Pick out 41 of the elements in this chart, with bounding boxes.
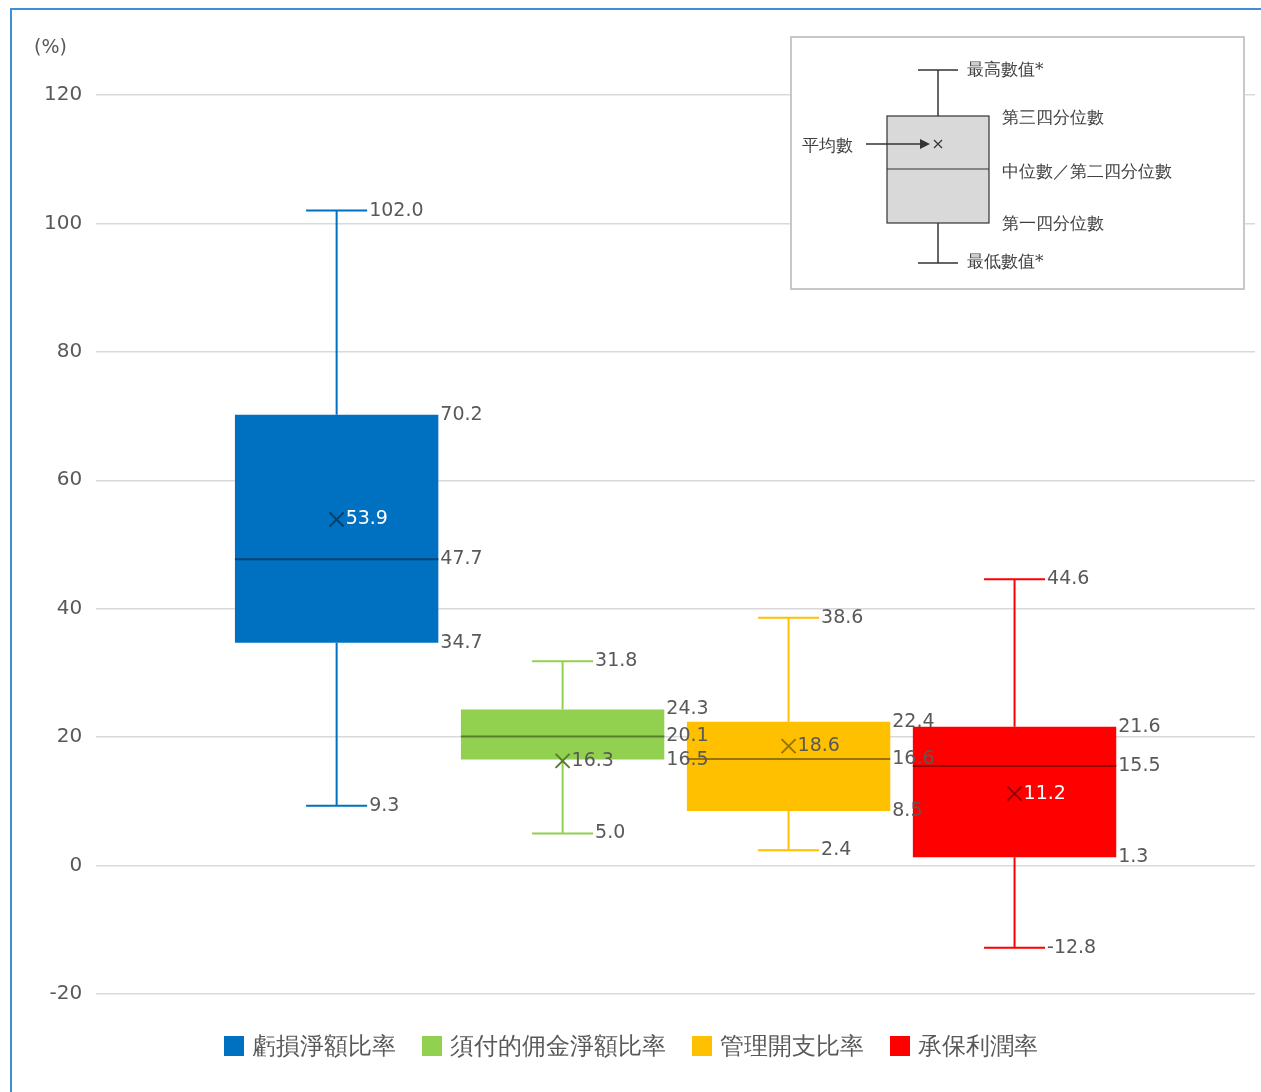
- annotation: 11.2: [1023, 780, 1066, 803]
- annotation: 15.5: [1118, 752, 1161, 775]
- annotation: 最低數值*: [967, 250, 1044, 273]
- y-tick-label: 80: [56, 338, 83, 363]
- annotation: 53.9: [345, 506, 388, 529]
- annotation: 70.2: [440, 401, 483, 424]
- annotation: 21.6: [1118, 713, 1161, 736]
- legend-label: 虧損淨額比率: [251, 1031, 396, 1062]
- annotation: 22.4: [892, 708, 935, 731]
- annotation: 1.3: [1118, 844, 1149, 867]
- annotation: 44.6: [1047, 566, 1090, 589]
- y-tick-label: 60: [56, 466, 83, 491]
- annotation: 中位數／第二四分位數: [1002, 160, 1172, 183]
- annotation: 第一四分位數: [1002, 212, 1104, 235]
- annotation: 16.3: [571, 747, 614, 770]
- annotation: 34.7: [440, 629, 483, 652]
- annotation: 20.1: [666, 723, 709, 746]
- text: 最高數值*: [967, 59, 1044, 79]
- annotation: 24.3: [666, 696, 709, 719]
- annotation: 9.3: [369, 792, 400, 815]
- y-tick-label: 20: [56, 723, 83, 748]
- y-tick-label: -20: [49, 980, 83, 1005]
- annotation: 31.8: [595, 648, 638, 671]
- annotation: 18.6: [797, 733, 840, 756]
- annotation: 5.0: [595, 820, 626, 843]
- y-tick-label: 0: [69, 851, 83, 876]
- y-tick-label: 100: [43, 209, 83, 234]
- annotation: 第三四分位數: [1002, 106, 1104, 129]
- annotation: -12.8: [1047, 934, 1097, 957]
- y-axis-title: (%): [34, 34, 67, 57]
- annotation: 平均數: [802, 134, 853, 157]
- legend-label: 管理開支比率: [719, 1031, 864, 1062]
- annotation: 16.5: [666, 746, 709, 769]
- annotation: 2.4: [821, 837, 852, 860]
- y-tick-label: 120: [43, 81, 83, 106]
- legend-label: 承保利潤率: [917, 1031, 1038, 1062]
- annotation: 38.6: [821, 604, 864, 627]
- y-tick-label: 40: [56, 594, 83, 619]
- legend-label: 須付的佣金淨額比率: [449, 1031, 666, 1062]
- annotation: 47.7: [440, 546, 483, 569]
- annotation: 102.0: [369, 197, 424, 220]
